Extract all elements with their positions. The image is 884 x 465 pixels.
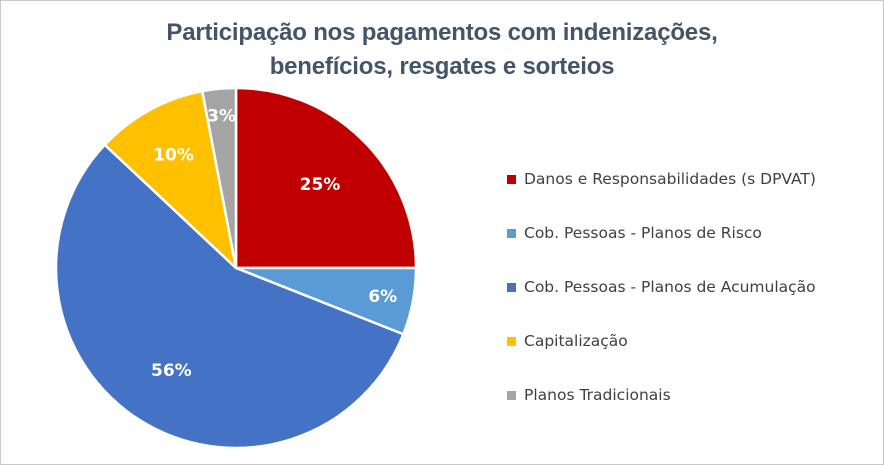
legend-swatch [507,390,516,400]
legend-label: Cob. Pessoas - Planos de Acumulação [524,278,816,296]
legend-swatch [507,336,516,346]
chart-title-line-1: Participação nos pagamentos com indeniza… [166,19,718,46]
pie-slice-cob-pessoas-planos-de-acumulacao [54,143,405,450]
legend: Danos e Responsabilidades (s DPVAT) Cob. … [507,152,877,422]
data-label-capitalizacao: 10% [153,145,194,165]
legend-item-planos-tradicionais: Planos Tradicionais [507,368,877,422]
legend-label: Planos Tradicionais [524,386,671,404]
data-label-cob-pessoas-planos-de-risco: 6% [368,287,397,307]
legend-item-danos-e-responsabilidades-s-dpvat: Danos e Responsabilidades (s DPVAT) [507,152,877,206]
legend-swatch [507,174,516,184]
legend-item-cob-pessoas-planos-de-acumulacao: Cob. Pessoas - Planos de Acumulação [507,260,877,314]
data-label-planos-tradicionais: 3% [207,107,236,127]
data-label-danos-e-responsabilidades-s-dpvat: 25% [300,175,341,195]
data-label-cob-pessoas-planos-de-acumulacao: 56% [151,361,192,381]
pie-slice-danos-e-responsabilidades-s-dpvat [234,86,418,270]
legend-swatch [507,228,516,238]
legend-item-capitalizacao: Capitalização [507,314,877,368]
legend-swatch [507,282,516,292]
chart-title-line-2: benefícios, resgates e sorteios [269,53,615,80]
legend-label: Capitalização [524,332,628,350]
chart-title: Participação nos pagamentos com indeniza… [0,16,884,84]
legend-label: Danos e Responsabilidades (s DPVAT) [524,170,816,188]
pie-slice-planos-tradicionais [201,86,238,270]
legend-item-cob-pessoas-planos-de-risco: Cob. Pessoas - Planos de Risco [507,206,877,260]
pie-slice-capitalizacao [103,89,238,270]
legend-label: Cob. Pessoas - Planos de Risco [524,224,762,242]
